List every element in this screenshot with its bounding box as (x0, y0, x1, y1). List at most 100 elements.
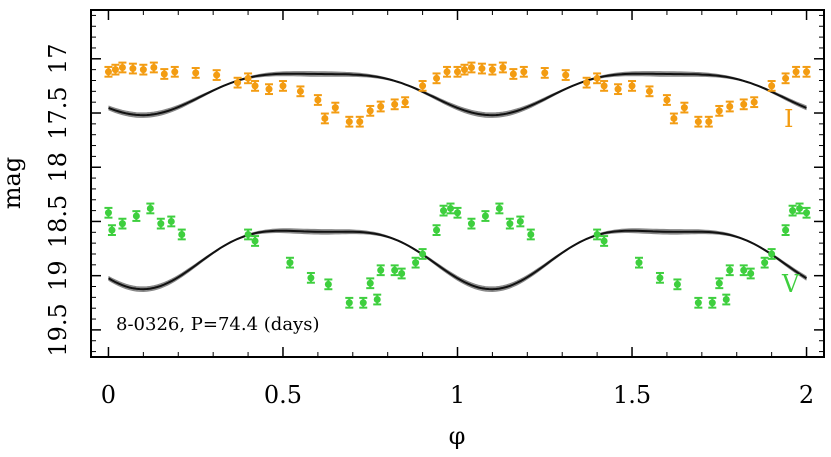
marker (391, 266, 399, 274)
data-point-i (139, 63, 148, 76)
marker (670, 114, 678, 122)
marker (157, 220, 165, 228)
marker (527, 230, 535, 238)
marker (167, 217, 175, 225)
data-point-v (788, 204, 797, 217)
fit-curve-envelope-v (108, 229, 807, 291)
marker (331, 104, 339, 112)
marker (694, 299, 702, 307)
marker (447, 204, 455, 212)
data-point-v (446, 202, 455, 215)
marker (761, 259, 769, 267)
marker (506, 220, 514, 228)
data-point-i (376, 100, 385, 113)
marker (244, 74, 252, 82)
marker (440, 207, 448, 215)
marker (373, 296, 381, 304)
data-point-i (715, 104, 724, 117)
marker (495, 204, 503, 212)
marker (118, 220, 126, 228)
marker (314, 96, 322, 104)
marker (740, 266, 748, 274)
data-point-i (593, 72, 602, 85)
data-point-v (285, 256, 294, 269)
marker (377, 103, 385, 111)
data-point-v (746, 267, 755, 280)
data-point-i (390, 98, 399, 111)
data-point-v (453, 206, 462, 219)
data-point-v (366, 277, 375, 290)
data-point-v (505, 217, 514, 230)
data-point-i (704, 115, 713, 128)
marker (296, 87, 304, 95)
marker (747, 270, 755, 278)
marker (715, 107, 723, 115)
data-point-i (460, 63, 469, 76)
data-point-i (509, 68, 518, 80)
marker (708, 299, 716, 307)
data-points (104, 61, 811, 309)
data-point-i (669, 112, 678, 125)
data-point-v (359, 296, 368, 309)
data-point-i (331, 101, 340, 114)
marker (722, 296, 730, 304)
data-point-v (432, 224, 441, 237)
marker (600, 82, 608, 90)
marker (593, 74, 601, 82)
data-point-i (251, 80, 260, 92)
marker (398, 270, 406, 278)
data-point-i (477, 62, 486, 75)
marker (803, 68, 811, 76)
marker (412, 259, 420, 267)
marker (460, 66, 468, 74)
marker (160, 70, 168, 78)
marker (279, 82, 287, 90)
data-point-i (498, 61, 507, 74)
marker (178, 230, 186, 238)
data-point-v (397, 267, 406, 280)
data-point-v (635, 256, 644, 269)
marker (509, 70, 517, 78)
data-point-v (725, 264, 734, 277)
marker (324, 280, 332, 288)
data-point-i (244, 72, 253, 85)
data-point-v (593, 228, 602, 241)
marker (118, 63, 126, 71)
marker (108, 226, 116, 234)
data-point-i (432, 72, 441, 85)
marker (454, 68, 461, 76)
data-point-i (694, 115, 703, 128)
data-point-i (320, 112, 329, 125)
marker (600, 237, 608, 245)
marker (433, 226, 441, 234)
marker (635, 259, 643, 267)
marker (663, 96, 671, 104)
data-point-v (306, 271, 315, 284)
data-point-v (390, 264, 399, 277)
data-point-v (107, 224, 116, 237)
data-point-i (628, 80, 637, 92)
data-point-v (739, 264, 748, 277)
fit-curve-envelope-v (108, 228, 807, 293)
marker (307, 274, 315, 282)
y-tick-label: 17 (44, 44, 72, 75)
data-point-i (467, 61, 476, 74)
marker (104, 68, 112, 76)
y-tick-label: 18 (44, 152, 72, 183)
marker (356, 118, 364, 126)
y-tick-label: 19 (44, 260, 72, 291)
data-point-v (167, 215, 176, 228)
data-point-i (488, 63, 497, 76)
data-point-v (760, 256, 769, 269)
data-point-i (680, 101, 689, 114)
data-point-i (802, 65, 811, 78)
marker (244, 230, 252, 238)
marker (499, 63, 507, 71)
fit-curves (108, 71, 808, 293)
marker (481, 212, 489, 220)
x-axis-title: φ (449, 422, 466, 450)
y-tick-label: 17.5 (44, 86, 72, 139)
marker (789, 207, 797, 215)
marker (345, 299, 353, 307)
data-point-i (540, 67, 549, 79)
